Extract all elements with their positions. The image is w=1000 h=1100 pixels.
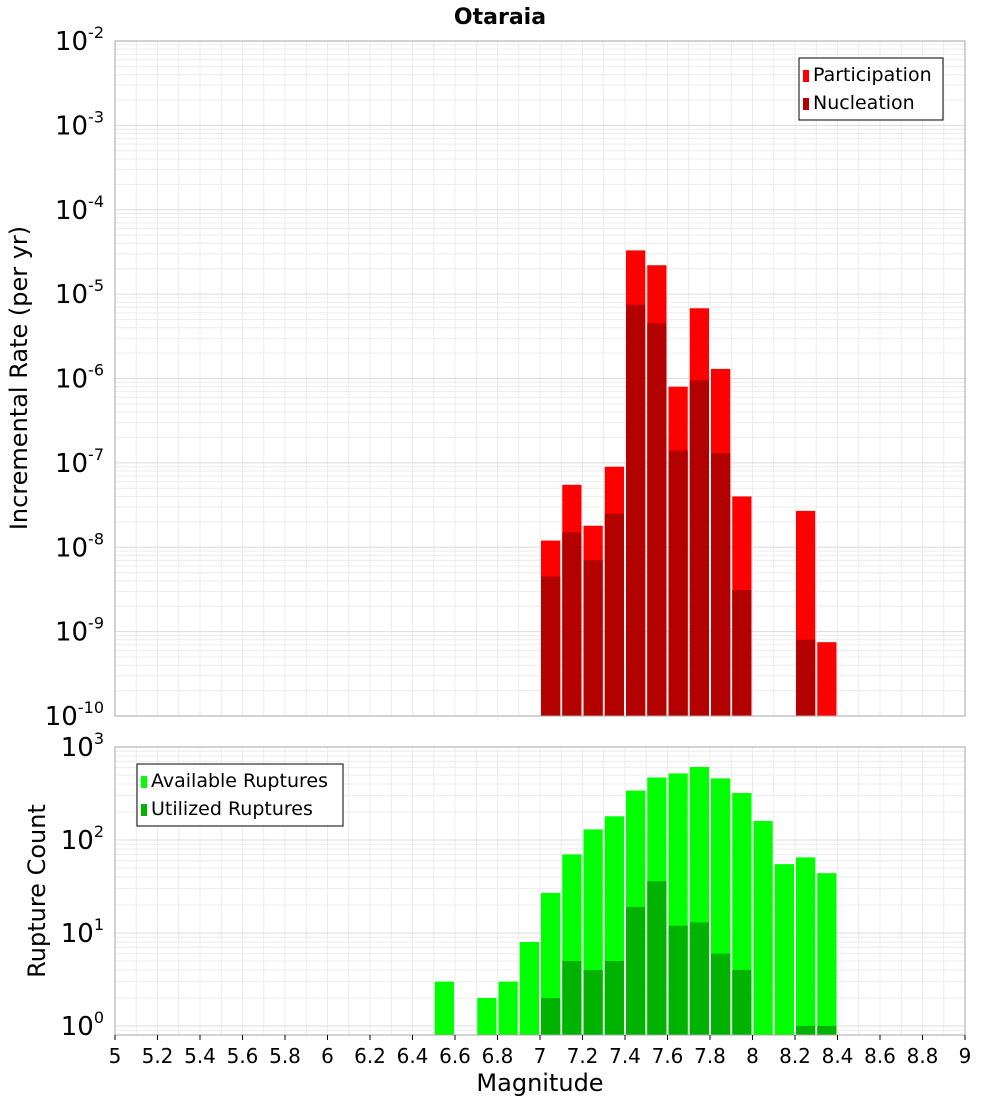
y-tick-label: 10-4: [55, 192, 104, 226]
x-tick-label: 5.6: [227, 1044, 259, 1068]
x-tick-label: 6.8: [482, 1044, 514, 1068]
rate-panel: 10-10 10-9 10-8 10-7 10-6 10-5 10-4 10-3 10-2 Par…: [45, 23, 966, 732]
overlay-bar-utilized-ruptures: [689, 922, 709, 1035]
bar-available-ruptures: [753, 821, 773, 1035]
overlay-bar-nucleation: [562, 532, 582, 716]
y-tick-label: 10-5: [55, 276, 104, 310]
plot-border: [114, 40, 966, 717]
bar-available-ruptures: [477, 997, 497, 1035]
legend-swatch: [803, 98, 809, 110]
chart-title: Otaraia: [454, 5, 546, 30]
overlay-bar-utilized-ruptures: [732, 969, 752, 1035]
legend-swatch: [803, 70, 809, 82]
x-tick-label: 6: [321, 1044, 334, 1068]
overlay-bar-utilized-ruptures: [668, 925, 688, 1035]
overlay-bar-utilized-ruptures: [604, 960, 624, 1035]
y-tick-label: 10-8: [55, 529, 104, 563]
overlay-bar-utilized-ruptures: [711, 953, 731, 1035]
y-tick-label: 10-9: [55, 614, 104, 648]
legend-label: Utilized Ruptures: [151, 798, 313, 820]
y-tick-label: 101: [61, 915, 104, 949]
y-tick-label: 102: [61, 822, 104, 856]
x-tick-label: 8.6: [864, 1044, 896, 1068]
x-tick-label: 5.8: [269, 1044, 301, 1068]
x-tick-label: 8.4: [822, 1044, 854, 1068]
overlay-bar-utilized-ruptures: [562, 960, 582, 1035]
x-tick-label: 7.4: [609, 1044, 641, 1068]
legend-swatch: [141, 804, 147, 816]
overlay-bar-nucleation: [541, 576, 561, 716]
bar-available-ruptures: [434, 981, 454, 1035]
x-tick-label: 7: [534, 1044, 547, 1068]
legend-label: Nucleation: [813, 92, 915, 114]
overlay-bar-utilized-ruptures: [817, 1025, 837, 1035]
y-tick-label: 10-10: [45, 698, 104, 732]
x-tick-label: 8.8: [907, 1044, 939, 1068]
x-tick-label: 8.2: [779, 1044, 811, 1068]
overlay-bar-nucleation: [689, 380, 709, 716]
overlay-bar-utilized-ruptures: [647, 881, 667, 1035]
y-tick-label: 100: [61, 1008, 104, 1042]
legend-label: Participation: [813, 64, 932, 86]
legend-label: Available Ruptures: [151, 770, 328, 792]
overlay-bar-nucleation: [626, 304, 646, 716]
bar-available-ruptures: [498, 981, 518, 1035]
y-tick-label: 10-3: [55, 107, 104, 141]
overlay-bar-nucleation: [647, 323, 667, 716]
bottom-y-axis-label: Rupture Count: [23, 804, 51, 978]
overlay-bar-nucleation: [583, 560, 603, 716]
overlay-bar-nucleation: [668, 450, 688, 716]
legend-box: [798, 57, 944, 121]
bar-available-ruptures: [817, 873, 837, 1035]
overlay-bar-nucleation: [796, 639, 816, 716]
x-tick-label: 6.6: [439, 1044, 471, 1068]
x-tick-label: 7.8: [694, 1044, 726, 1068]
x-tick-label: 5.2: [142, 1044, 174, 1068]
overlay-bar-nucleation: [604, 513, 624, 716]
x-tick-label: 6.2: [354, 1044, 386, 1068]
bar-available-ruptures: [796, 857, 816, 1035]
x-tick-label: 6.4: [397, 1044, 429, 1068]
x-tick-label: 9: [959, 1044, 972, 1068]
x-axis-label: Magnitude: [476, 1069, 603, 1097]
x-tick-label: 5.4: [184, 1044, 216, 1068]
overlay-bar-nucleation: [711, 453, 731, 716]
y-tick-label: 10-6: [55, 361, 104, 395]
overlay-bar-nucleation: [732, 590, 752, 716]
overlay-bar-utilized-ruptures: [541, 997, 561, 1035]
x-tick-label: 8: [746, 1044, 759, 1068]
top-y-axis-label: Incremental Rate (per yr): [5, 226, 33, 530]
overlay-bar-utilized-ruptures: [583, 969, 603, 1035]
bar-available-ruptures: [519, 942, 539, 1035]
overlay-bar-utilized-ruptures: [796, 1025, 816, 1035]
y-tick-label: 103: [61, 729, 104, 763]
x-tick-label: 7.6: [652, 1044, 684, 1068]
y-tick-label: 10-2: [55, 23, 104, 57]
bar-available-ruptures: [774, 864, 794, 1035]
y-tick-label: 10-7: [55, 445, 104, 479]
x-tick-label: 7.2: [567, 1044, 599, 1068]
legend-box: [136, 763, 344, 827]
x-tick-label: 5: [109, 1044, 122, 1068]
overlay-bar-utilized-ruptures: [626, 907, 646, 1035]
bar-participation: [817, 642, 837, 716]
legend-swatch: [141, 776, 147, 788]
